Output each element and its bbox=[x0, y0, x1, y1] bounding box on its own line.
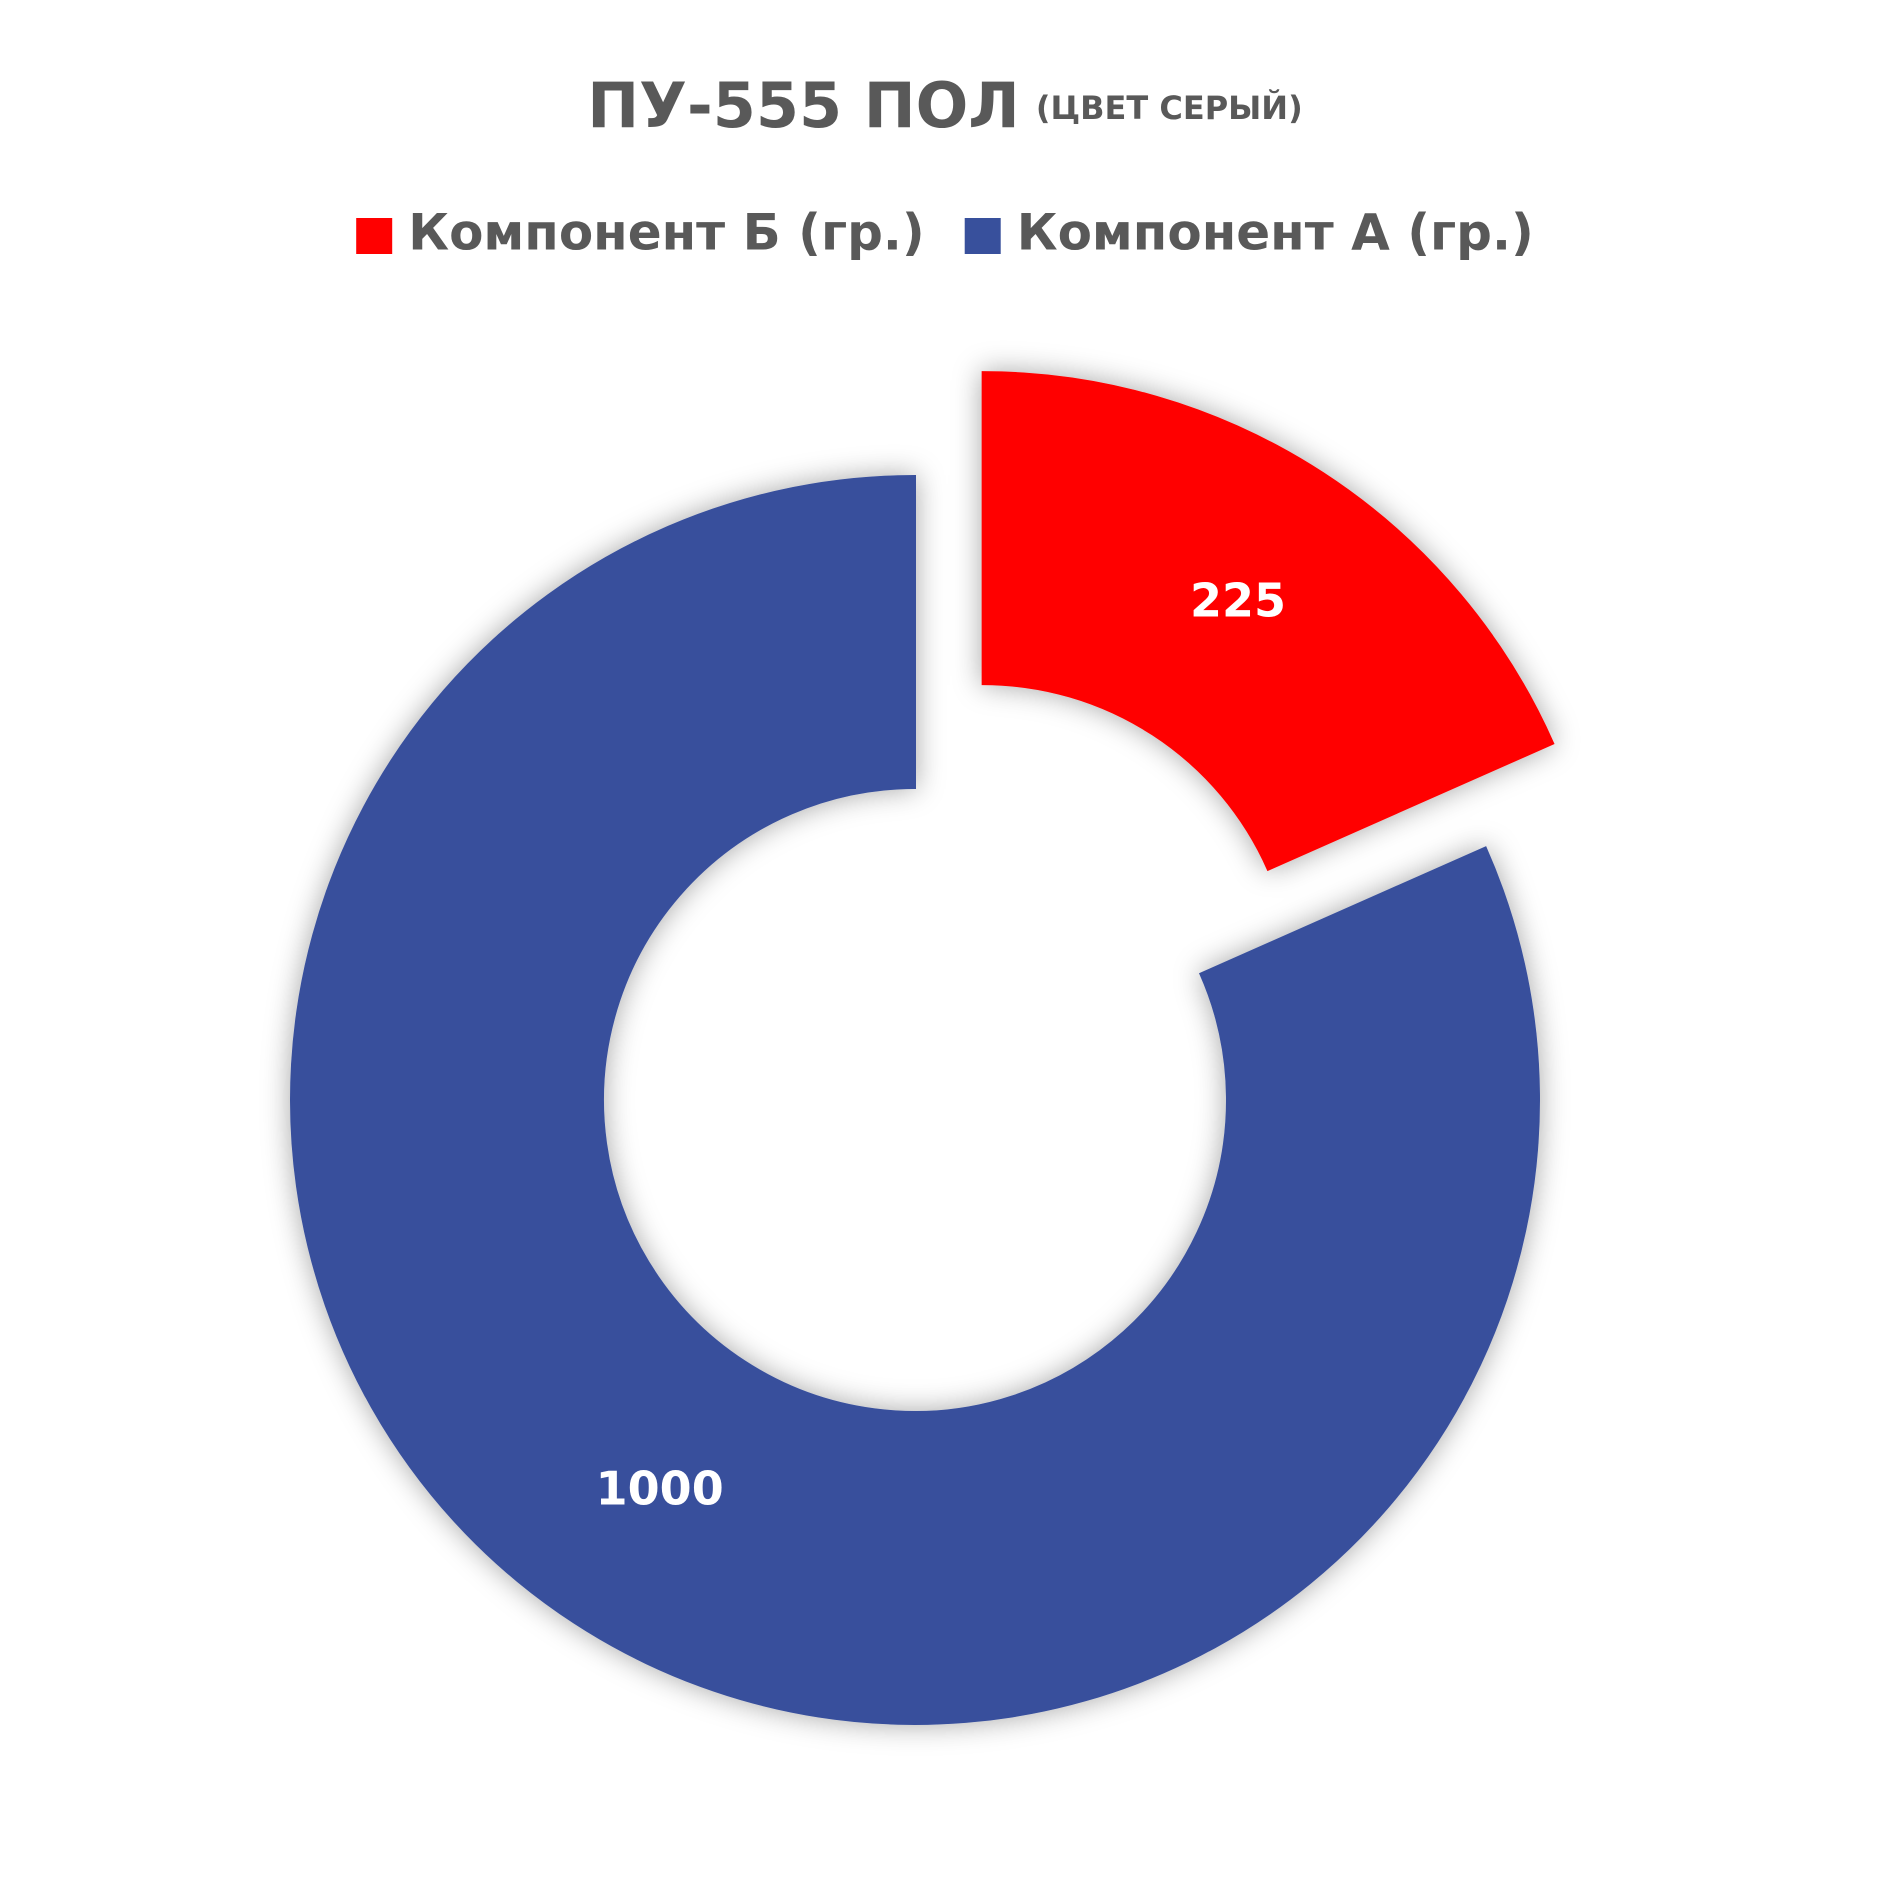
legend-label: Компонент Б (гр.) bbox=[408, 204, 925, 262]
data-label: 1000 bbox=[596, 1462, 724, 1516]
doughnut-slice bbox=[981, 371, 1555, 872]
legend: Компонент Б (гр.) Компонент А (гр.) bbox=[356, 204, 1534, 262]
title-main: ПУ-555 ПОЛ bbox=[587, 69, 1020, 142]
legend-swatch bbox=[356, 218, 393, 254]
doughnut bbox=[290, 371, 1555, 1725]
legend-item: Компонент А (гр.) bbox=[964, 204, 1534, 262]
doughnut-slice bbox=[290, 474, 1540, 1725]
data-labels: 225 1000 bbox=[596, 573, 1286, 1515]
legend-item: Компонент Б (гр.) bbox=[356, 204, 925, 262]
legend-swatch bbox=[964, 218, 1001, 254]
chart-title: ПУ-555 ПОЛ (ЦВЕТ СЕРЫЙ) bbox=[587, 69, 1302, 142]
data-label: 225 bbox=[1190, 573, 1286, 627]
legend-label: Компонент А (гр.) bbox=[1017, 204, 1534, 262]
chart-subtitle: (ЦВЕТ СЕРЫЙ) bbox=[1036, 89, 1303, 127]
